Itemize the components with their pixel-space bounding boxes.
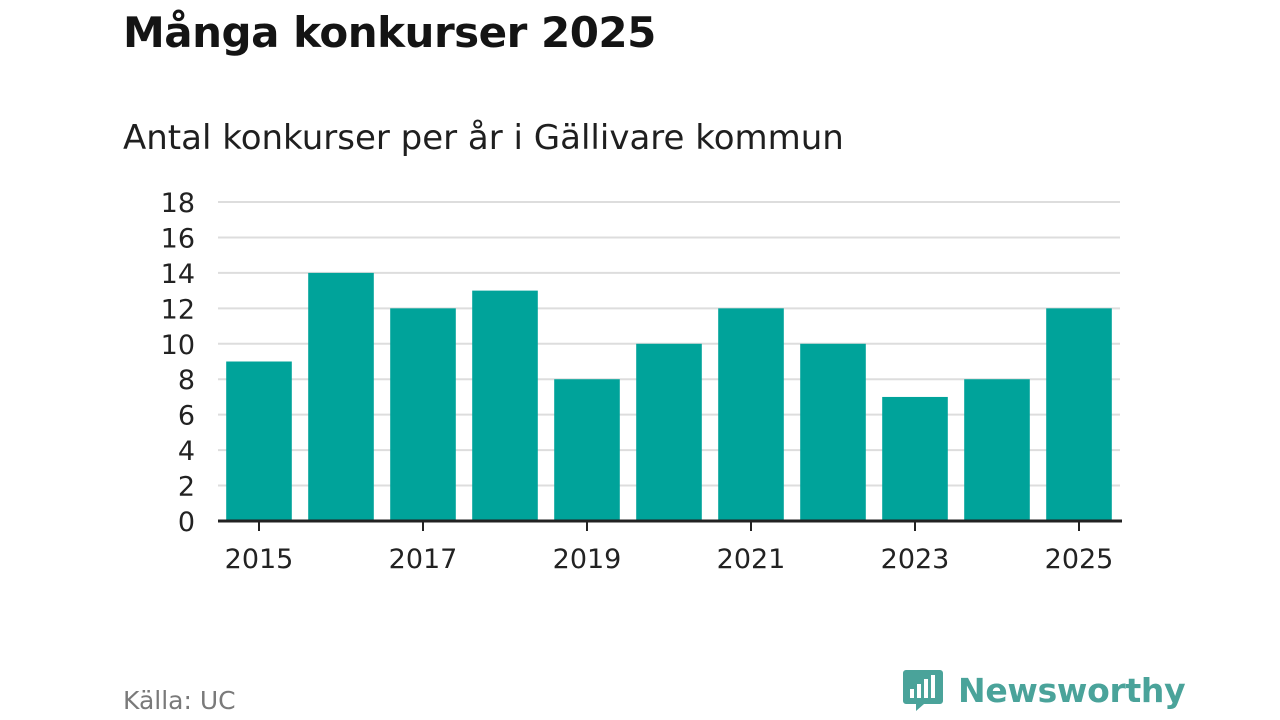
y-axis-ticks: 0 2 4 6 8 10 12 14 16 18 [161,188,195,538]
bar-2016 [308,272,374,521]
y-tick-label: 0 [178,507,195,538]
y-tick-label: 4 [178,436,195,467]
x-axis-ticks: 2015 2017 2019 2021 2023 2025 [225,521,1114,575]
x-tick-label: 2025 [1045,544,1114,575]
y-tick-label: 16 [161,223,195,254]
y-tick-label: 10 [161,330,195,361]
y-tick-label: 8 [178,365,195,396]
bar-2015 [226,361,292,521]
source-note: Källa: UC [123,686,236,715]
x-tick-label: 2015 [225,544,294,575]
bars [226,272,1112,521]
y-tick-label: 18 [161,188,195,219]
y-tick-label: 2 [178,472,195,503]
bar-chart-icon [903,670,943,711]
bar-2021 [718,308,784,521]
bar-2025 [1046,308,1112,521]
bar-2024 [964,379,1030,521]
x-tick-label: 2017 [389,544,458,575]
x-tick-label: 2021 [717,544,786,575]
brand-name: Newsworthy [958,670,1186,710]
bar-2018 [472,290,538,521]
brand-logo: Newsworthy [902,668,1186,712]
bar-2023 [882,396,948,521]
bar-2019 [554,379,620,521]
bar-2020 [636,343,702,521]
chart-subtitle: Antal konkurser per år i Gällivare kommu… [123,118,844,158]
y-tick-label: 6 [178,401,195,432]
bar-2022 [800,343,866,521]
y-tick-label: 12 [161,294,195,325]
bar-2017 [390,308,456,521]
x-tick-label: 2019 [553,544,622,575]
chart-title: Många konkurser 2025 [123,8,656,57]
x-tick-label: 2023 [881,544,950,575]
y-tick-label: 14 [161,259,195,290]
